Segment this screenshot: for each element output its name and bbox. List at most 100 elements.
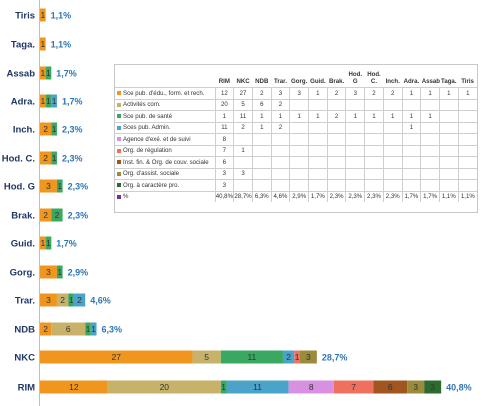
row-total-percent: 2,9% bbox=[68, 268, 89, 278]
bar-segment bbox=[56, 265, 63, 279]
segment-value-label: 5 bbox=[204, 352, 209, 362]
bar-segment bbox=[294, 350, 300, 364]
table-cell bbox=[364, 156, 384, 168]
bar-segment bbox=[51, 208, 63, 222]
table-cell bbox=[345, 167, 365, 180]
data-table-legend: RIM NKC NDB Trar. Gorg. Guid. Brak. Hod. G Hod. … bbox=[114, 64, 478, 213]
legend-row: Org. de régulation 7 1 bbox=[115, 144, 477, 157]
segment-value-label: 27 bbox=[112, 352, 122, 362]
table-cell: 3 bbox=[214, 179, 234, 191]
segment-value-label: 1 bbox=[40, 10, 45, 20]
table-cell: 2 bbox=[251, 87, 272, 99]
table-cell: 1 bbox=[308, 110, 328, 122]
segment-value-label: 1 bbox=[57, 181, 62, 191]
row-total-percent: 1,7% bbox=[56, 239, 77, 249]
table-cell bbox=[382, 144, 403, 157]
table-cell bbox=[289, 121, 309, 134]
segment-value-label: 1 bbox=[52, 96, 57, 106]
table-cell bbox=[420, 167, 440, 180]
legend-row-percent: % 40,8% 28,7% 6,3% 4,6% 2,9% 1,7% 2,3% 2,3% 2,3% 2… bbox=[115, 190, 477, 202]
segment-value-label: 3 bbox=[46, 295, 51, 305]
row-total-percent: 1,1% bbox=[51, 40, 72, 50]
legend-entry: Inst. fin. & Org. de couv. sociale bbox=[115, 156, 215, 168]
legend-swatch bbox=[117, 183, 121, 188]
table-cell bbox=[382, 156, 403, 168]
segment-value-label: 1 bbox=[86, 324, 91, 334]
table-cell bbox=[438, 110, 459, 122]
table-cell: 2,3% bbox=[326, 190, 346, 202]
column-header: Assab bbox=[421, 77, 441, 85]
table-cell bbox=[233, 179, 253, 191]
bar-segment bbox=[40, 94, 46, 108]
legend-swatch bbox=[117, 91, 121, 96]
table-cell bbox=[289, 179, 309, 191]
table-cell bbox=[364, 179, 384, 191]
segment-value-label: 3 bbox=[306, 352, 311, 362]
table-cell bbox=[345, 144, 365, 157]
category-label: Assab bbox=[6, 69, 35, 80]
table-cell: 4,6% bbox=[270, 190, 290, 202]
legend-label: % bbox=[123, 193, 129, 201]
segment-value-label: 2 bbox=[55, 210, 60, 220]
segment-value-label: 2 bbox=[43, 324, 48, 334]
bar-segment bbox=[40, 293, 57, 307]
segment-value-label: 1 bbox=[52, 124, 57, 134]
segment-value-label: 1 bbox=[57, 267, 62, 277]
segment-value-label: 20 bbox=[160, 382, 170, 392]
table-cell bbox=[364, 133, 384, 145]
table-cell bbox=[233, 133, 253, 145]
table-cell bbox=[345, 179, 365, 191]
table-cell: 1,7% bbox=[308, 190, 328, 202]
bar-segment bbox=[45, 94, 52, 108]
table-cell bbox=[420, 144, 440, 157]
bar-segment bbox=[40, 322, 52, 336]
row-total-percent: 1,7% bbox=[62, 97, 83, 107]
segment-value-label: 1 bbox=[46, 96, 51, 106]
table-cell bbox=[382, 179, 403, 191]
table-cell: 3 bbox=[233, 167, 253, 180]
table-cell bbox=[326, 98, 346, 111]
table-cell bbox=[251, 144, 272, 157]
bar-segment bbox=[90, 322, 97, 336]
table-cell bbox=[420, 98, 440, 111]
legend-swatch bbox=[117, 114, 121, 119]
legend-row: Org. d'assist. sociale 3 3 bbox=[115, 167, 477, 180]
segment-value-label: 6 bbox=[66, 324, 71, 334]
table-cell: 2 bbox=[364, 87, 384, 99]
table-cell bbox=[420, 179, 440, 191]
table-cell: 11 bbox=[214, 121, 234, 134]
legend-swatch bbox=[117, 171, 121, 176]
row-total-percent: 1,1% bbox=[51, 11, 72, 21]
table-cell: 1 bbox=[401, 87, 421, 99]
category-label: Gorg. bbox=[10, 268, 35, 279]
table-cell bbox=[326, 179, 346, 191]
segment-value-label: 1 bbox=[46, 68, 51, 78]
bar-segment bbox=[40, 37, 46, 51]
table-cell bbox=[457, 133, 477, 145]
segment-value-label: 3 bbox=[46, 181, 51, 191]
row-total-percent: 28,7% bbox=[322, 353, 348, 363]
table-cell: 1 bbox=[214, 110, 234, 122]
row-total-percent: 6,3% bbox=[102, 325, 123, 335]
table-cell bbox=[438, 156, 459, 168]
table-cell bbox=[420, 133, 440, 145]
category-label: Brak. bbox=[11, 211, 35, 222]
segment-value-label: 1 bbox=[52, 153, 57, 163]
table-cell bbox=[270, 133, 290, 145]
legend-swatch bbox=[117, 160, 121, 165]
table-cell: 2 bbox=[326, 87, 346, 99]
table-cell: 12 bbox=[214, 87, 234, 99]
table-cell: 11 bbox=[233, 110, 253, 122]
bar-segment bbox=[51, 151, 57, 165]
table-cell bbox=[289, 156, 309, 168]
column-header: Guid. bbox=[310, 77, 326, 85]
segment-value-label: 11 bbox=[253, 382, 262, 392]
legend-swatch bbox=[117, 125, 121, 130]
table-cell bbox=[251, 167, 272, 180]
segment-value-label: 6 bbox=[388, 382, 393, 392]
table-cell bbox=[438, 144, 459, 157]
bar-segment bbox=[51, 122, 57, 136]
legend-row: Activités com. 20 5 6 2 bbox=[115, 98, 477, 111]
table-cell bbox=[382, 167, 403, 180]
table-cell: 1 bbox=[438, 87, 459, 99]
